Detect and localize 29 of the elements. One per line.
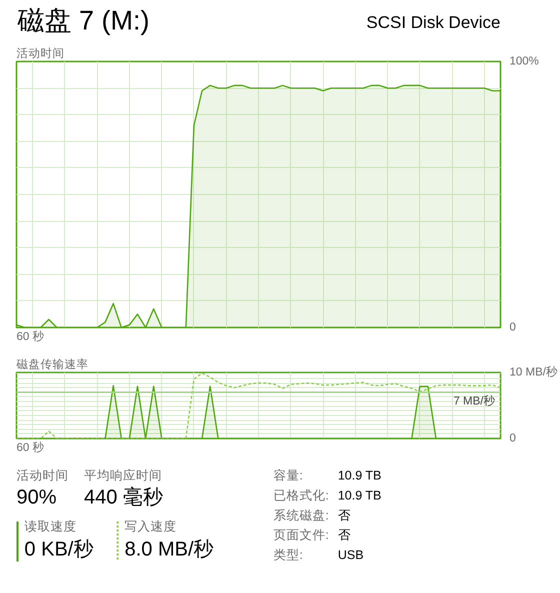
text: 活动时间 <box>16 468 68 482</box>
text: 容量: <box>273 468 303 482</box>
text: 类型: <box>273 548 303 562</box>
text: 系统磁盘: <box>273 508 329 522</box>
text: 已格式化: <box>273 488 329 502</box>
text: 440 毫秒 <box>84 486 163 508</box>
y-tick-label: 10 MB/秒 <box>510 366 558 378</box>
legend-label: 读取速度 <box>24 518 76 534</box>
chart-subtitle: SCSI Disk Device <box>366 13 500 32</box>
text: 10.9 TB <box>338 488 382 502</box>
text: 8.0 MB/秒 <box>124 538 214 560</box>
text: 平均响应时间 <box>84 468 162 482</box>
text: 10.9 TB <box>338 468 382 482</box>
text: 60 秒 <box>16 330 44 343</box>
text: 90% <box>16 486 57 508</box>
y-axis-title: 活动时间 <box>16 47 64 60</box>
ref-line-label: 7 MB/秒 <box>453 394 496 408</box>
text: USB <box>338 548 364 562</box>
y-tick-label: 0 <box>510 322 516 334</box>
y-axis-title: 磁盘传输速率 <box>16 357 88 371</box>
text: 页面文件: <box>273 528 329 542</box>
text: 60 秒 <box>16 441 44 454</box>
legend-label: 写入速度 <box>124 518 177 534</box>
text: 0 KB/秒 <box>24 538 94 560</box>
y-tick-label: 100% <box>510 56 539 68</box>
text: 否 <box>338 528 351 542</box>
chart-title: 磁盘 7 (M:) <box>16 6 150 36</box>
text: 否 <box>338 508 351 522</box>
y-tick-label: 0 <box>510 432 516 444</box>
